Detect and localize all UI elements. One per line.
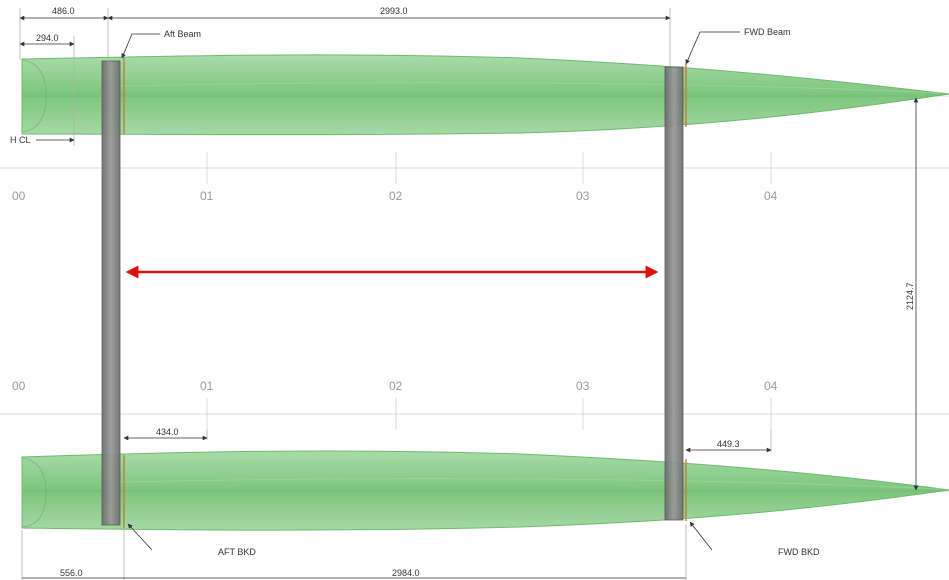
station-label: 02	[389, 379, 403, 393]
fwd-beam-callout: FWD Beam	[685, 27, 791, 65]
station-label: 00	[12, 379, 26, 393]
station-label: 04	[764, 379, 778, 393]
station-labels-top: 00 01 02 03 04	[12, 189, 778, 203]
hull-spacing-dimension: 2124.7	[905, 97, 919, 491]
bottom-hull	[21, 450, 949, 531]
top-dimensions: 486.0 2993.0 294.0	[19, 6, 671, 146]
top-hull	[21, 54, 949, 136]
bottom-dimensions: 556.0 2984.0	[21, 524, 687, 580]
station-label: 01	[200, 189, 214, 203]
dim-top-left-inner: 294.0	[36, 33, 59, 43]
aft-beam-callout: Aft Beam	[121, 29, 201, 59]
hull-cl-label: H CL	[10, 135, 31, 145]
fwd-bkd-callout: FWD BKD	[689, 521, 820, 557]
aft-beam	[101, 60, 121, 526]
dim-bottom-left: 556.0	[60, 568, 83, 578]
station-labels-bottom: 00 01 02 03 04	[12, 379, 778, 393]
fwd-beam	[664, 66, 684, 521]
dim-hull-spacing: 2124.7	[905, 282, 915, 310]
dim-fwd-bkd-offset: 449.3	[717, 439, 740, 449]
dim-aft-bkd-offset: 434.0	[156, 427, 179, 437]
bulkheads	[123, 58, 687, 528]
station-label: 02	[389, 189, 403, 203]
fwd-bkd-label: FWD BKD	[778, 547, 820, 557]
aft-beam-label: Aft Beam	[164, 29, 201, 39]
dim-beam-spacing: 2993.0	[380, 6, 408, 16]
aft-bkd-callout: AFT BKD	[127, 523, 256, 557]
fwd-beam-label: FWD Beam	[744, 27, 791, 37]
station-grid	[0, 152, 949, 430]
dim-bottom-span: 2984.0	[392, 568, 420, 578]
bulkhead-offset-dimensions: 434.0 449.3	[123, 427, 772, 453]
station-label: 03	[576, 379, 590, 393]
aft-bkd-label: AFT BKD	[218, 547, 256, 557]
hull-centerline-callout: H CL	[10, 135, 75, 145]
station-label: 03	[576, 189, 590, 203]
station-label: 01	[200, 379, 214, 393]
station-label: 00	[12, 189, 26, 203]
dim-top-left-outer: 486.0	[52, 6, 75, 16]
station-label: 04	[764, 189, 778, 203]
